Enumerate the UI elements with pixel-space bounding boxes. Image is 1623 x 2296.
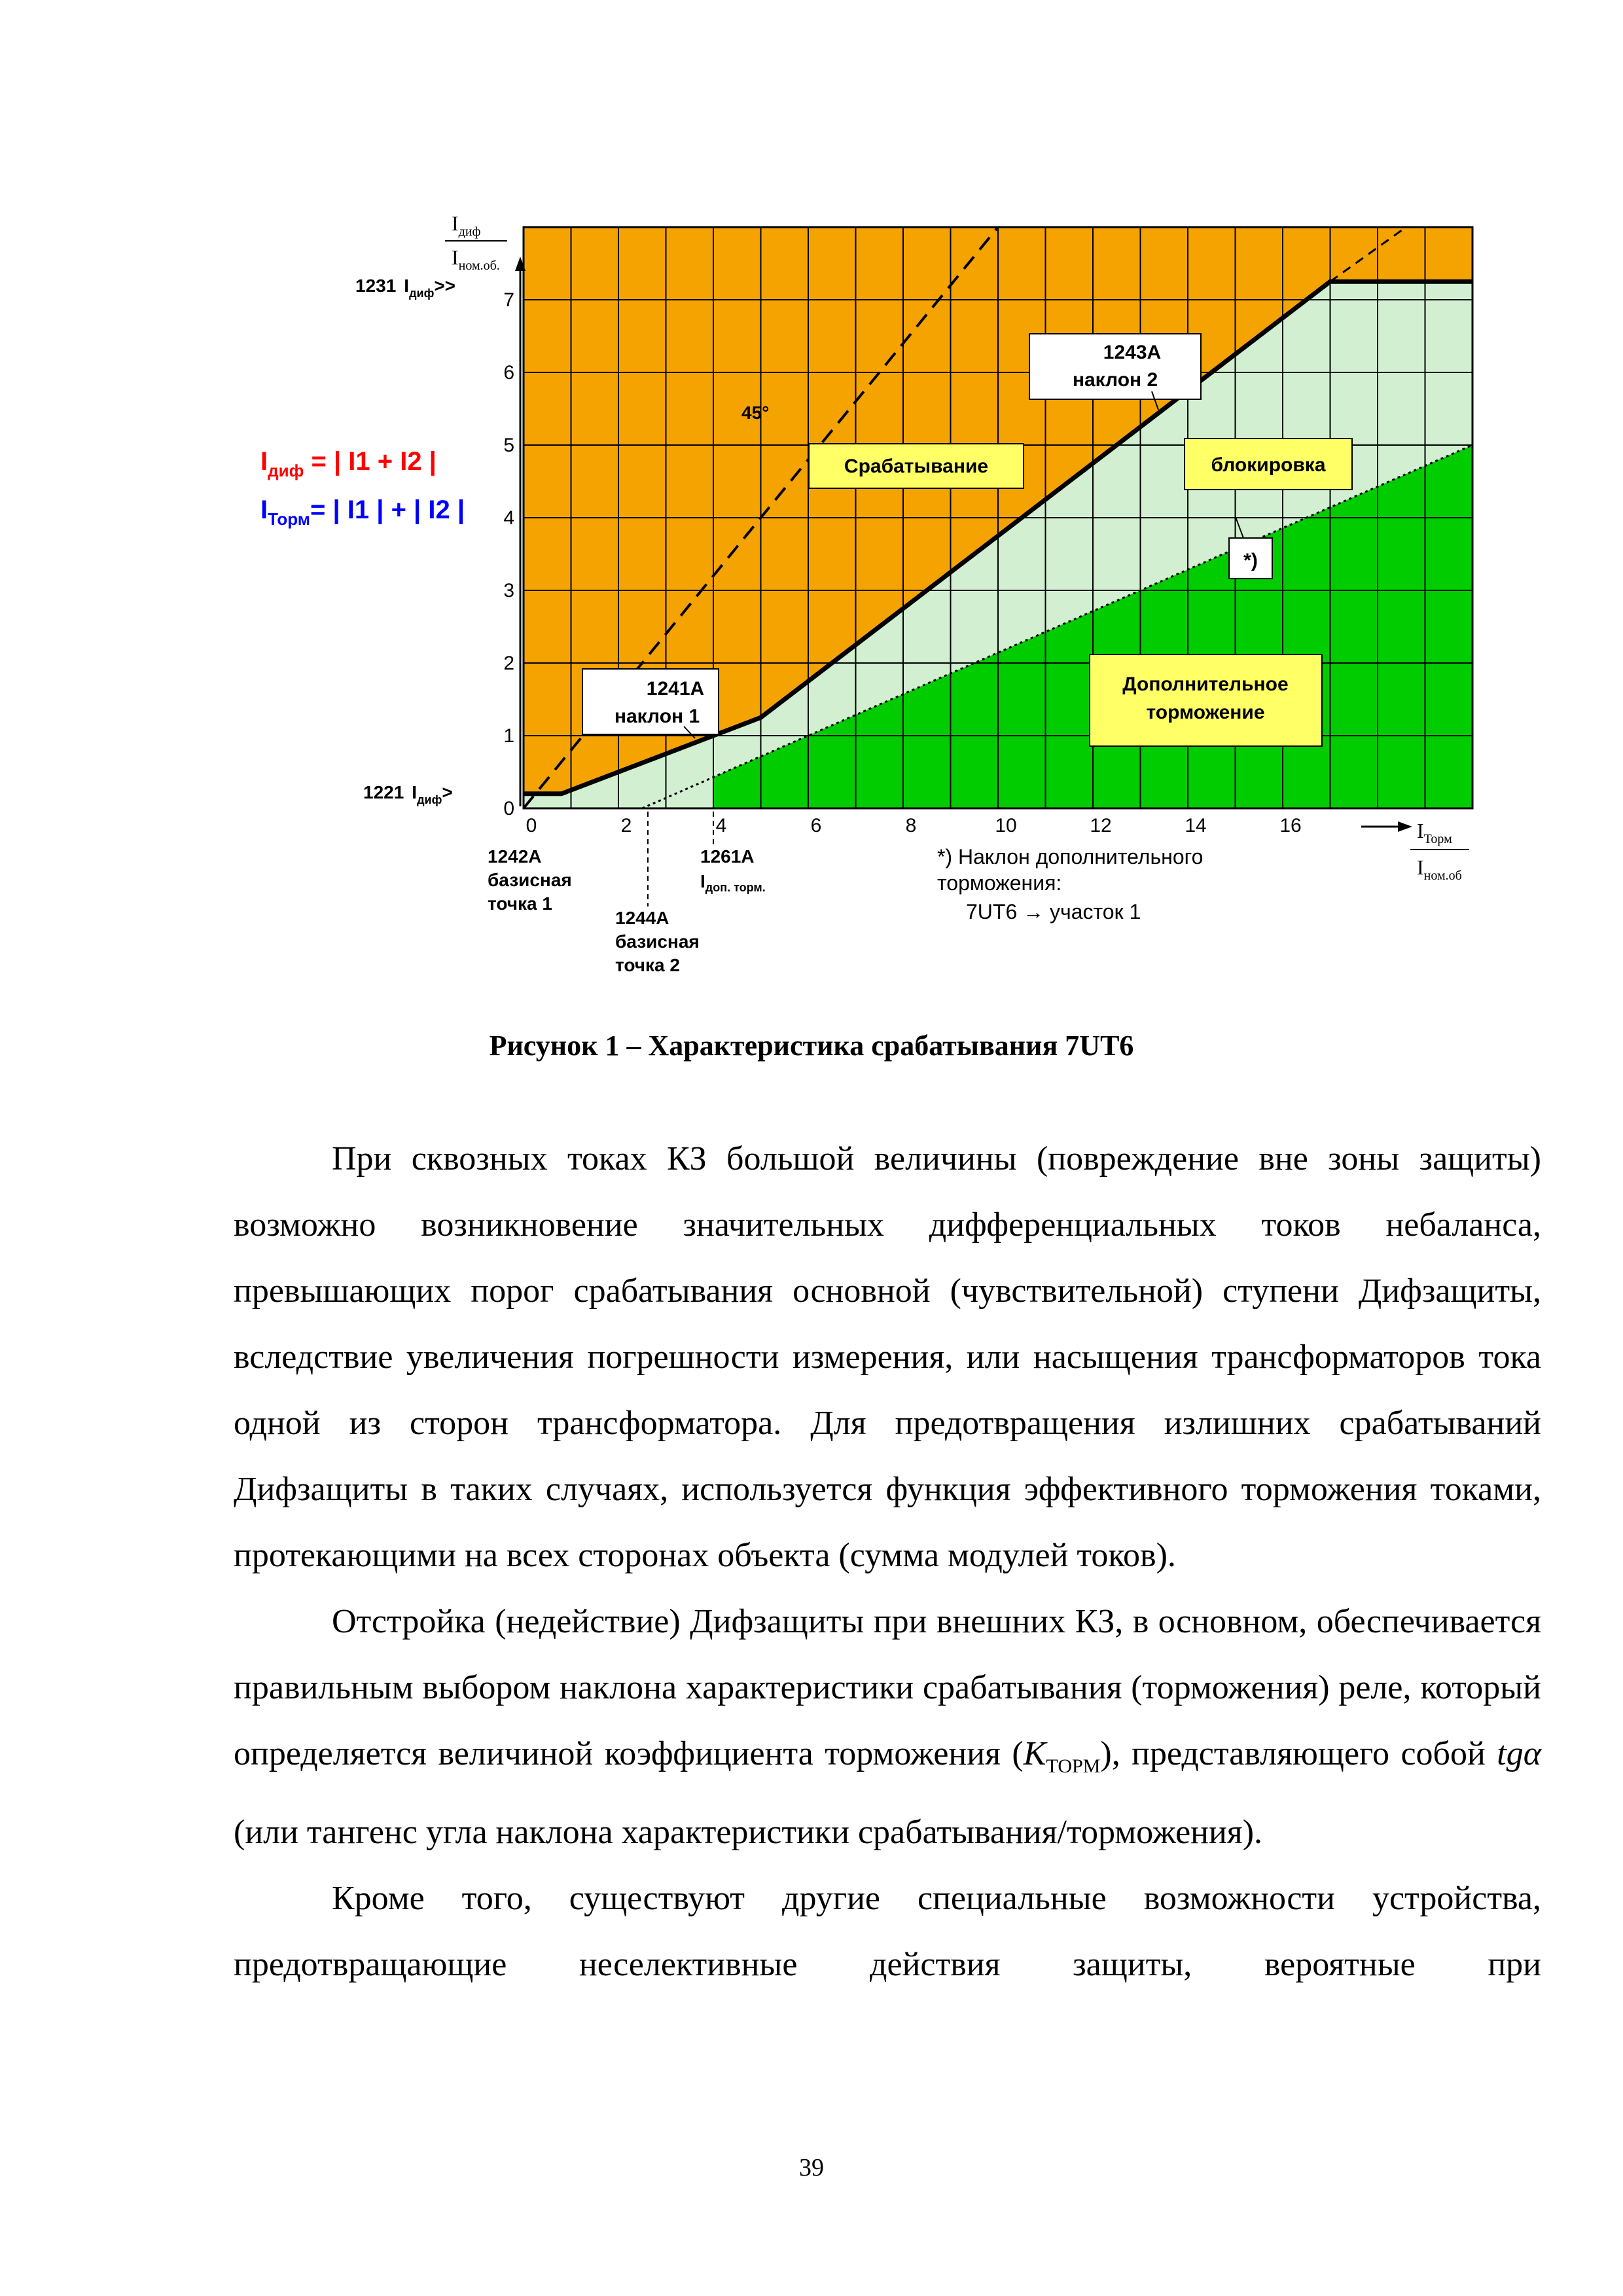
label-1221: 1221 Iдиф>: [363, 782, 453, 806]
x-tick-label: 10: [995, 815, 1016, 836]
paragraph-2-part-c: (или тангенс угла наклона характеристики…: [234, 1814, 1263, 1851]
label-1261: 1261A Iдоп. торм.: [700, 846, 766, 894]
svg-text:IТорм= | I1 | + | I2 |: IТорм= | I1 | + | I2 |: [260, 495, 465, 529]
svg-text:1242A: 1242A: [488, 846, 542, 867]
svg-text:Iном.об: Iном.об: [1417, 855, 1462, 883]
characteristic-line: [524, 279, 1472, 797]
zone-extra-box: Дополнительное торможение: [1089, 654, 1323, 747]
svg-text:наклон 1: наклон 1: [615, 706, 700, 727]
svg-text:1241A: 1241A: [647, 678, 704, 700]
zone-extra-label-1: Дополнительное: [1122, 673, 1288, 695]
label-1242: 1242A базисная точка 1: [488, 846, 572, 914]
svg-text:*) Наклон дополнительного: *) Наклон дополнительного: [937, 845, 1203, 869]
star-pointer: [1235, 516, 1244, 539]
k-symbol: K: [1023, 1735, 1046, 1772]
svg-text:наклон 2: наклон 2: [1073, 369, 1158, 391]
x-tick-label: 6: [811, 815, 822, 836]
svg-text:точка 1: точка 1: [488, 893, 552, 914]
svg-text:Iдоп. торм.: Iдоп. торм.: [700, 871, 766, 894]
box-1241: 1241A наклон 1: [582, 668, 719, 735]
pointer-1243: [1151, 391, 1159, 410]
additional-restraint-line: [641, 444, 1473, 810]
svg-text:Iном.об.: Iном.об.: [452, 245, 500, 273]
figure-caption: Рисунок 1 – Характеристика срабатывания …: [489, 1030, 1134, 1062]
zone-block-box: блокировка: [1184, 438, 1353, 490]
page-number: 39: [799, 2154, 824, 2181]
svg-text:торможения:: торможения:: [937, 871, 1061, 895]
svg-text:1243A: 1243A: [1103, 342, 1161, 363]
paragraph-3: Кроме того, существуют другие специальны…: [234, 1880, 1541, 1983]
tg-alpha: tgα: [1497, 1735, 1542, 1772]
formula-itorm: IТорм= | I1 | + | I2 |: [260, 495, 465, 529]
x-tick-label: 12: [1090, 815, 1111, 836]
zone-block-label: блокировка: [1211, 454, 1325, 476]
svg-text:точка 2: точка 2: [615, 955, 680, 975]
svg-text:Iдиф = | I1 + I2 |: Iдиф = | I1 + I2 |: [260, 447, 437, 480]
chart-grid: [522, 226, 1474, 810]
label-1244: 1244A базисная точка 2: [615, 908, 700, 975]
box-1243: 1243A наклон 2: [1029, 333, 1202, 400]
x-axis-arrow: [1398, 821, 1412, 832]
x-tick-label: 2: [621, 815, 632, 836]
x-tick-label: 8: [906, 815, 917, 836]
y-tick-label: 3: [503, 580, 514, 601]
x-tick-label: 16: [1279, 815, 1301, 836]
y-tick-label: 1: [503, 725, 514, 747]
paragraph-2: Отстройка (недействие) Дифзащиты при вне…: [234, 1588, 1541, 1865]
angle-label: 45°: [741, 403, 769, 423]
y-axis-label: Iдиф Iном.об.: [445, 211, 507, 273]
y-tick-label: 4: [503, 507, 514, 529]
svg-text:Iдиф: Iдиф: [452, 211, 481, 239]
k-subscript: ТОРМ: [1046, 1755, 1101, 1777]
formula-idiff: Iдиф = | I1 + I2 |: [260, 447, 437, 480]
zone-operate-label: Срабатывание: [844, 456, 988, 477]
body-text: При сквозных токах КЗ большой величины (…: [234, 1126, 1541, 1998]
svg-text:IТорм: IТорм: [1417, 819, 1452, 846]
x-axis-label: IТорм Iном.об: [1410, 819, 1469, 883]
svg-text:базисная: базисная: [488, 870, 572, 890]
paragraph-2-part-b: ), представляющего собой: [1100, 1735, 1486, 1772]
paragraph-2-part-a: Отстройка (недействие) Дифзащиты при вне…: [234, 1603, 1541, 1772]
y-axis-arrow: [515, 257, 526, 271]
svg-text:1244A: 1244A: [615, 908, 669, 928]
paragraph-1: При сквозных токах КЗ большой величины (…: [234, 1140, 1541, 1574]
svg-text:1261A: 1261A: [700, 846, 755, 867]
label-1231: 1231 Iдиф>>: [355, 276, 455, 300]
y-tick-label: 0: [503, 798, 514, 819]
svg-text:базисная: базисная: [615, 931, 700, 952]
x-tick-label: 4: [716, 815, 727, 836]
svg-text:*): *): [1243, 550, 1258, 571]
y-tick-label: 2: [503, 653, 514, 674]
x-tick-label: 14: [1185, 815, 1206, 836]
star-box: *): [1228, 537, 1273, 579]
y-tick-label: 7: [503, 289, 514, 311]
pointer-1241: [683, 726, 696, 739]
y-tick-label: 6: [503, 362, 514, 384]
y-tick-label: 5: [503, 435, 514, 456]
svg-text:7UT6 → участок 1: 7UT6 → участок 1: [966, 900, 1141, 924]
footnote: *) Наклон дополнительного торможения: 7U…: [937, 845, 1203, 924]
zone-operate-box: Срабатывание: [808, 443, 1024, 489]
x-tick-label: 0: [526, 815, 537, 836]
zone-extra-label-2: торможение: [1146, 702, 1264, 723]
